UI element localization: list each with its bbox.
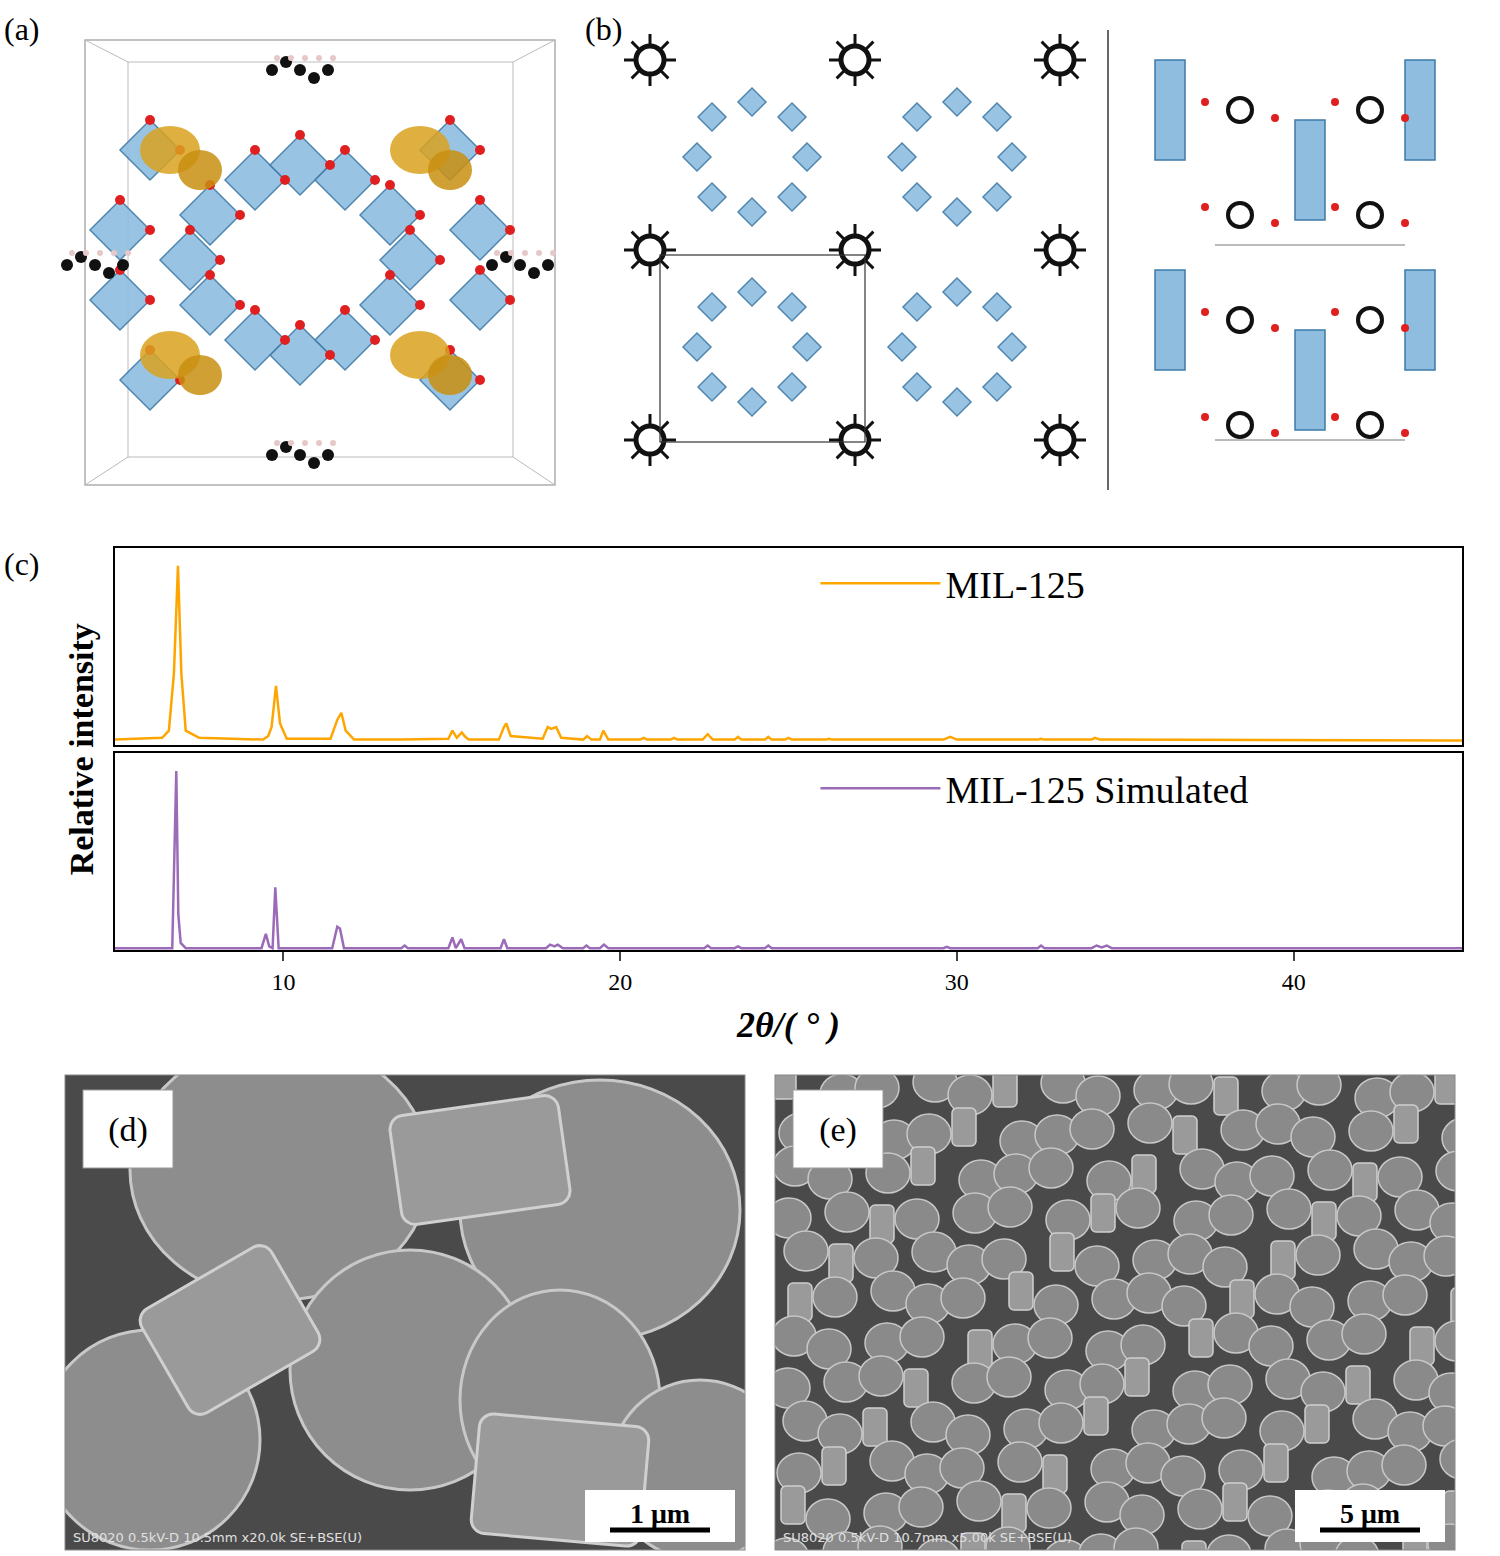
svg-text:5 μm: 5 μm (1340, 1498, 1400, 1529)
svg-text:1 μm: 1 μm (630, 1498, 690, 1529)
svg-text:20: 20 (608, 969, 632, 995)
svg-text:Relative intensity: Relative intensity (63, 623, 100, 875)
svg-text:SU8020 0.5kV-D 10.5mm x20.0k S: SU8020 0.5kV-D 10.5mm x20.0k SE+BSE(U) (73, 1530, 362, 1545)
svg-text:30: 30 (945, 969, 969, 995)
svg-text:MIL-125 Simulated: MIL-125 Simulated (945, 769, 1248, 811)
svg-text:(d): (d) (108, 1111, 148, 1149)
svg-text:MIL-125: MIL-125 (945, 564, 1084, 606)
svg-text:(b): (b) (585, 11, 622, 47)
svg-text:(e): (e) (819, 1111, 857, 1149)
svg-text:2θ/( ° ): 2θ/( ° ) (736, 1005, 840, 1045)
svg-text:SU8020 0.5kV-D 10.7mm x5.00k S: SU8020 0.5kV-D 10.7mm x5.00k SE+BSE(U) (783, 1530, 1072, 1545)
svg-text:10: 10 (271, 969, 295, 995)
svg-text:(c): (c) (4, 546, 40, 582)
svg-text:(a): (a) (4, 11, 40, 47)
svg-text:40: 40 (1282, 969, 1306, 995)
